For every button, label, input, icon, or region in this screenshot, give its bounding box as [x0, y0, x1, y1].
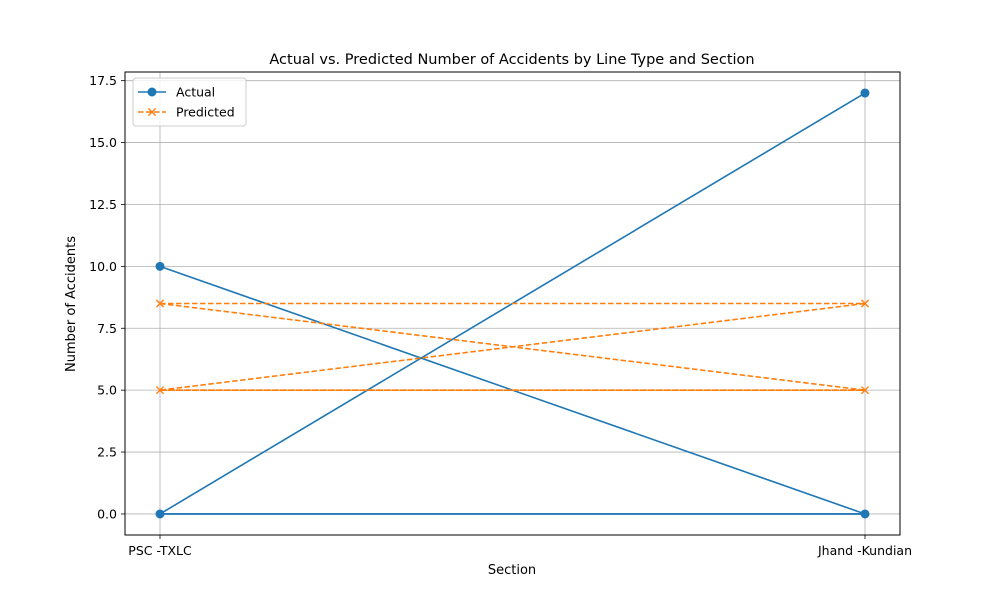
- data-point-predicted: [860, 386, 870, 395]
- data-point-actual: [155, 509, 165, 519]
- data-point-predicted: [860, 299, 870, 308]
- y-tick-label: 7.5: [97, 321, 117, 336]
- x-marker-stroke: [155, 386, 165, 395]
- data-point-predicted: [155, 299, 165, 308]
- x-marker-stroke: [155, 299, 165, 308]
- legend-label: Predicted: [176, 105, 235, 120]
- y-tick-label: 15.0: [89, 135, 117, 150]
- x-marker-stroke: [147, 107, 157, 117]
- y-tick-label: 2.5: [97, 445, 117, 460]
- y-tick-label: 17.5: [89, 73, 117, 88]
- data-point-actual: [860, 509, 870, 519]
- plot-frame: [124, 71, 901, 536]
- x-axis-label: Section: [488, 563, 536, 578]
- series-layer: [155, 88, 870, 519]
- legend: Actual Predicted: [132, 77, 247, 127]
- x-marker-stroke: [860, 386, 870, 395]
- y-axis-label: Number of Accidents: [64, 236, 79, 372]
- legend-marker: [147, 87, 157, 97]
- legend-label: Actual: [176, 85, 215, 100]
- y-tick-label: 12.5: [89, 197, 117, 212]
- series-line-predicted: [159, 302, 866, 391]
- x-tick-label: PSC -TXLC: [128, 543, 192, 558]
- y-tick-label: 5.0: [97, 383, 117, 398]
- chart-title: Actual vs. Predicted Number of Accidents…: [269, 52, 754, 68]
- x-tick-label: Jhand -Kundian: [817, 543, 912, 558]
- data-point-actual: [860, 88, 870, 98]
- legend-marker: [147, 107, 157, 117]
- ticks: 0.0 2.5 5.0 7.5 10.0 12.5 15.0 17.5 PSC -TXLC Jha…: [89, 73, 912, 558]
- legend-box: [132, 77, 247, 127]
- series-predicted: [155, 299, 870, 395]
- y-tick-label: 0.0: [97, 506, 117, 521]
- y-tick-label: 10.0: [89, 259, 117, 274]
- data-point-predicted: [155, 386, 165, 395]
- data-point-actual: [155, 261, 165, 271]
- x-marker-stroke: [860, 299, 870, 308]
